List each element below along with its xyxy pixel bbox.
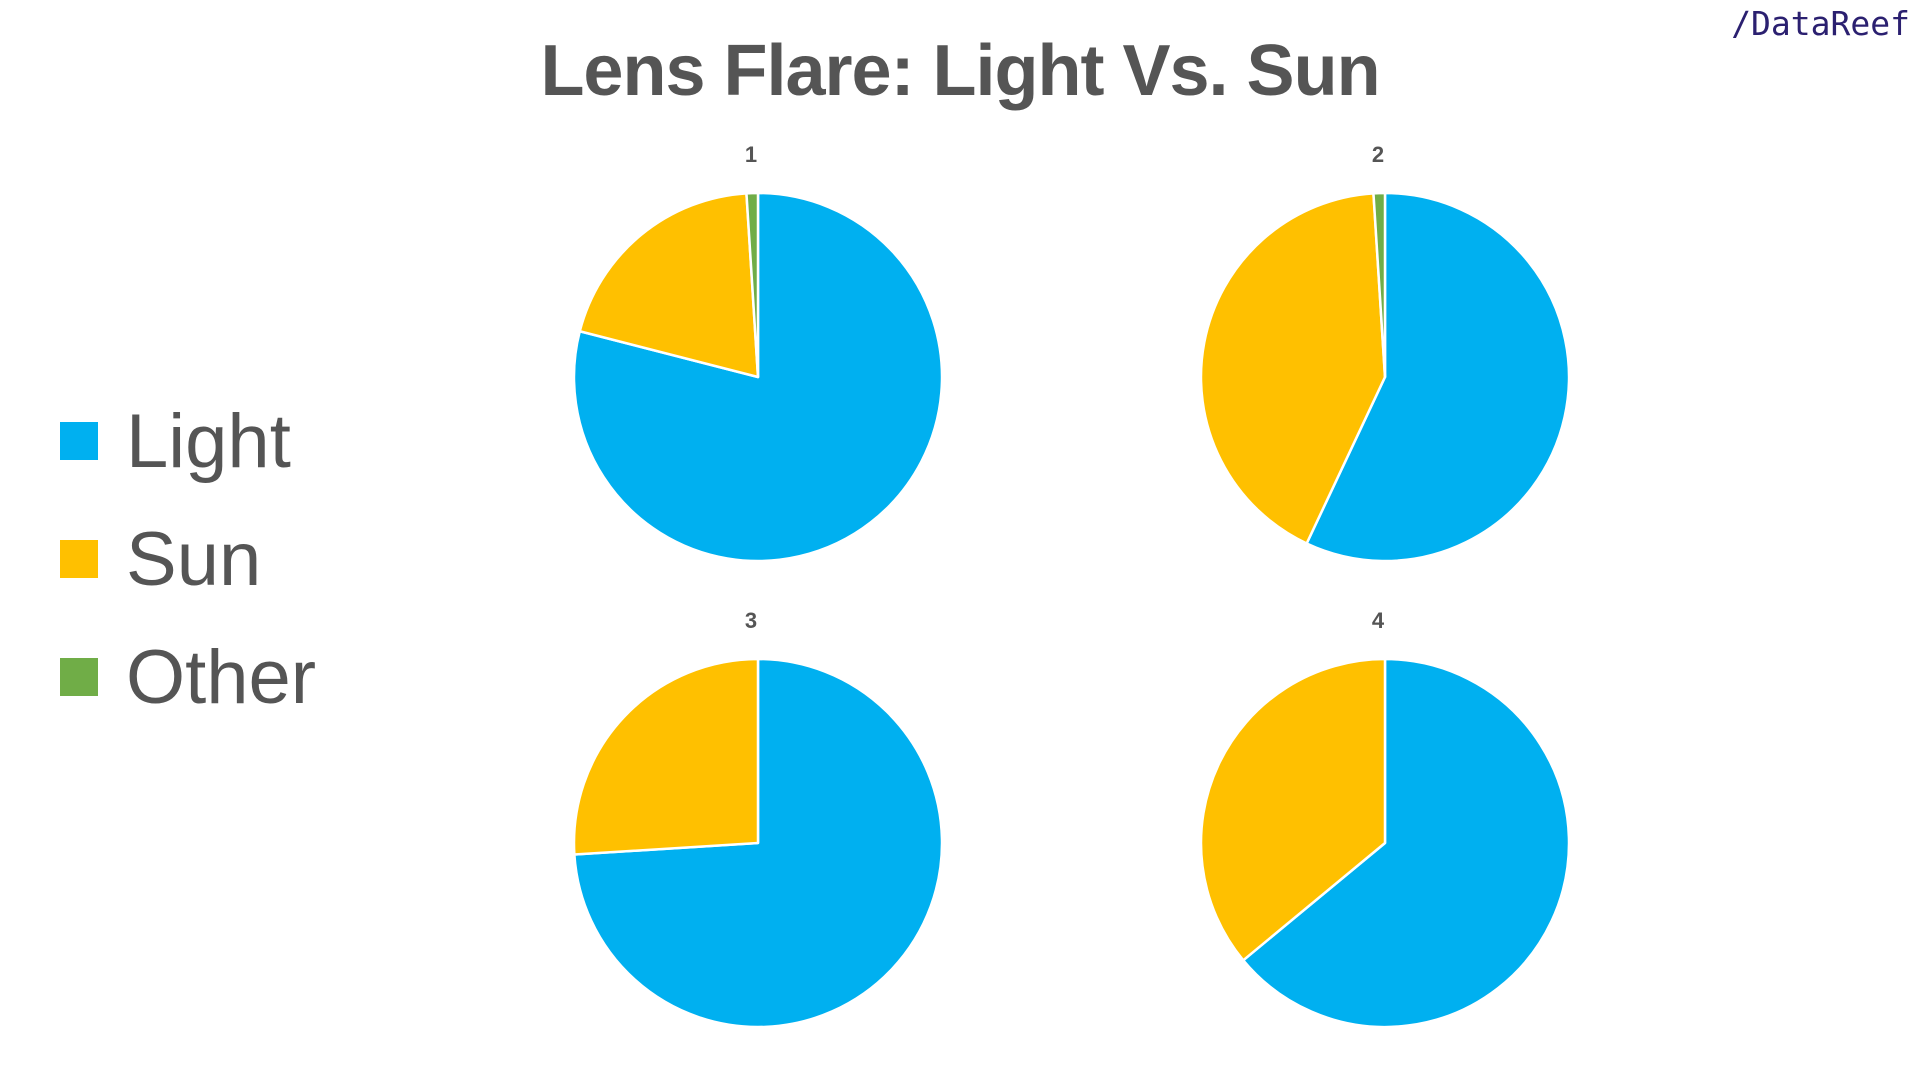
pie-4: 4 bbox=[1199, 608, 1571, 1029]
chart-legend: Light Sun Other bbox=[60, 382, 316, 736]
pie-title-3: 3 bbox=[745, 608, 757, 633]
pie-4-slice-sun bbox=[1199, 657, 1387, 962]
pie-1-slice-sun bbox=[578, 192, 760, 379]
brand-logo-text: /DataReef bbox=[1731, 4, 1910, 43]
pie-3-slice-sun bbox=[572, 657, 760, 856]
legend-swatch-light bbox=[60, 422, 98, 460]
pie-1-slice-light bbox=[572, 191, 944, 563]
pie-2-slice-light bbox=[1305, 191, 1571, 563]
legend-label-sun: Sun bbox=[126, 516, 262, 602]
legend-label-light: Light bbox=[126, 398, 291, 484]
pie-title-4: 4 bbox=[1372, 608, 1385, 633]
legend-item-sun: Sun bbox=[60, 500, 316, 618]
legend-item-light: Light bbox=[60, 382, 316, 500]
legend-item-other: Other bbox=[60, 618, 316, 736]
legend-swatch-other bbox=[60, 658, 98, 696]
legend-swatch-sun bbox=[60, 540, 98, 578]
pie-2-slice-sun bbox=[1199, 192, 1387, 545]
pie-title-1: 1 bbox=[745, 142, 757, 167]
pie-3: 3 bbox=[572, 608, 944, 1029]
pie-1: 1 bbox=[572, 142, 944, 563]
pie-title-2: 2 bbox=[1372, 142, 1384, 167]
chart-title: Lens Flare: Light Vs. Sun bbox=[540, 31, 1380, 111]
pie-1-slice-other bbox=[745, 191, 760, 379]
legend-label-other: Other bbox=[126, 634, 317, 720]
pie-2: 2 bbox=[1199, 142, 1571, 563]
pie-4-slice-light bbox=[1241, 657, 1571, 1029]
pie-2-slice-other bbox=[1372, 191, 1387, 379]
